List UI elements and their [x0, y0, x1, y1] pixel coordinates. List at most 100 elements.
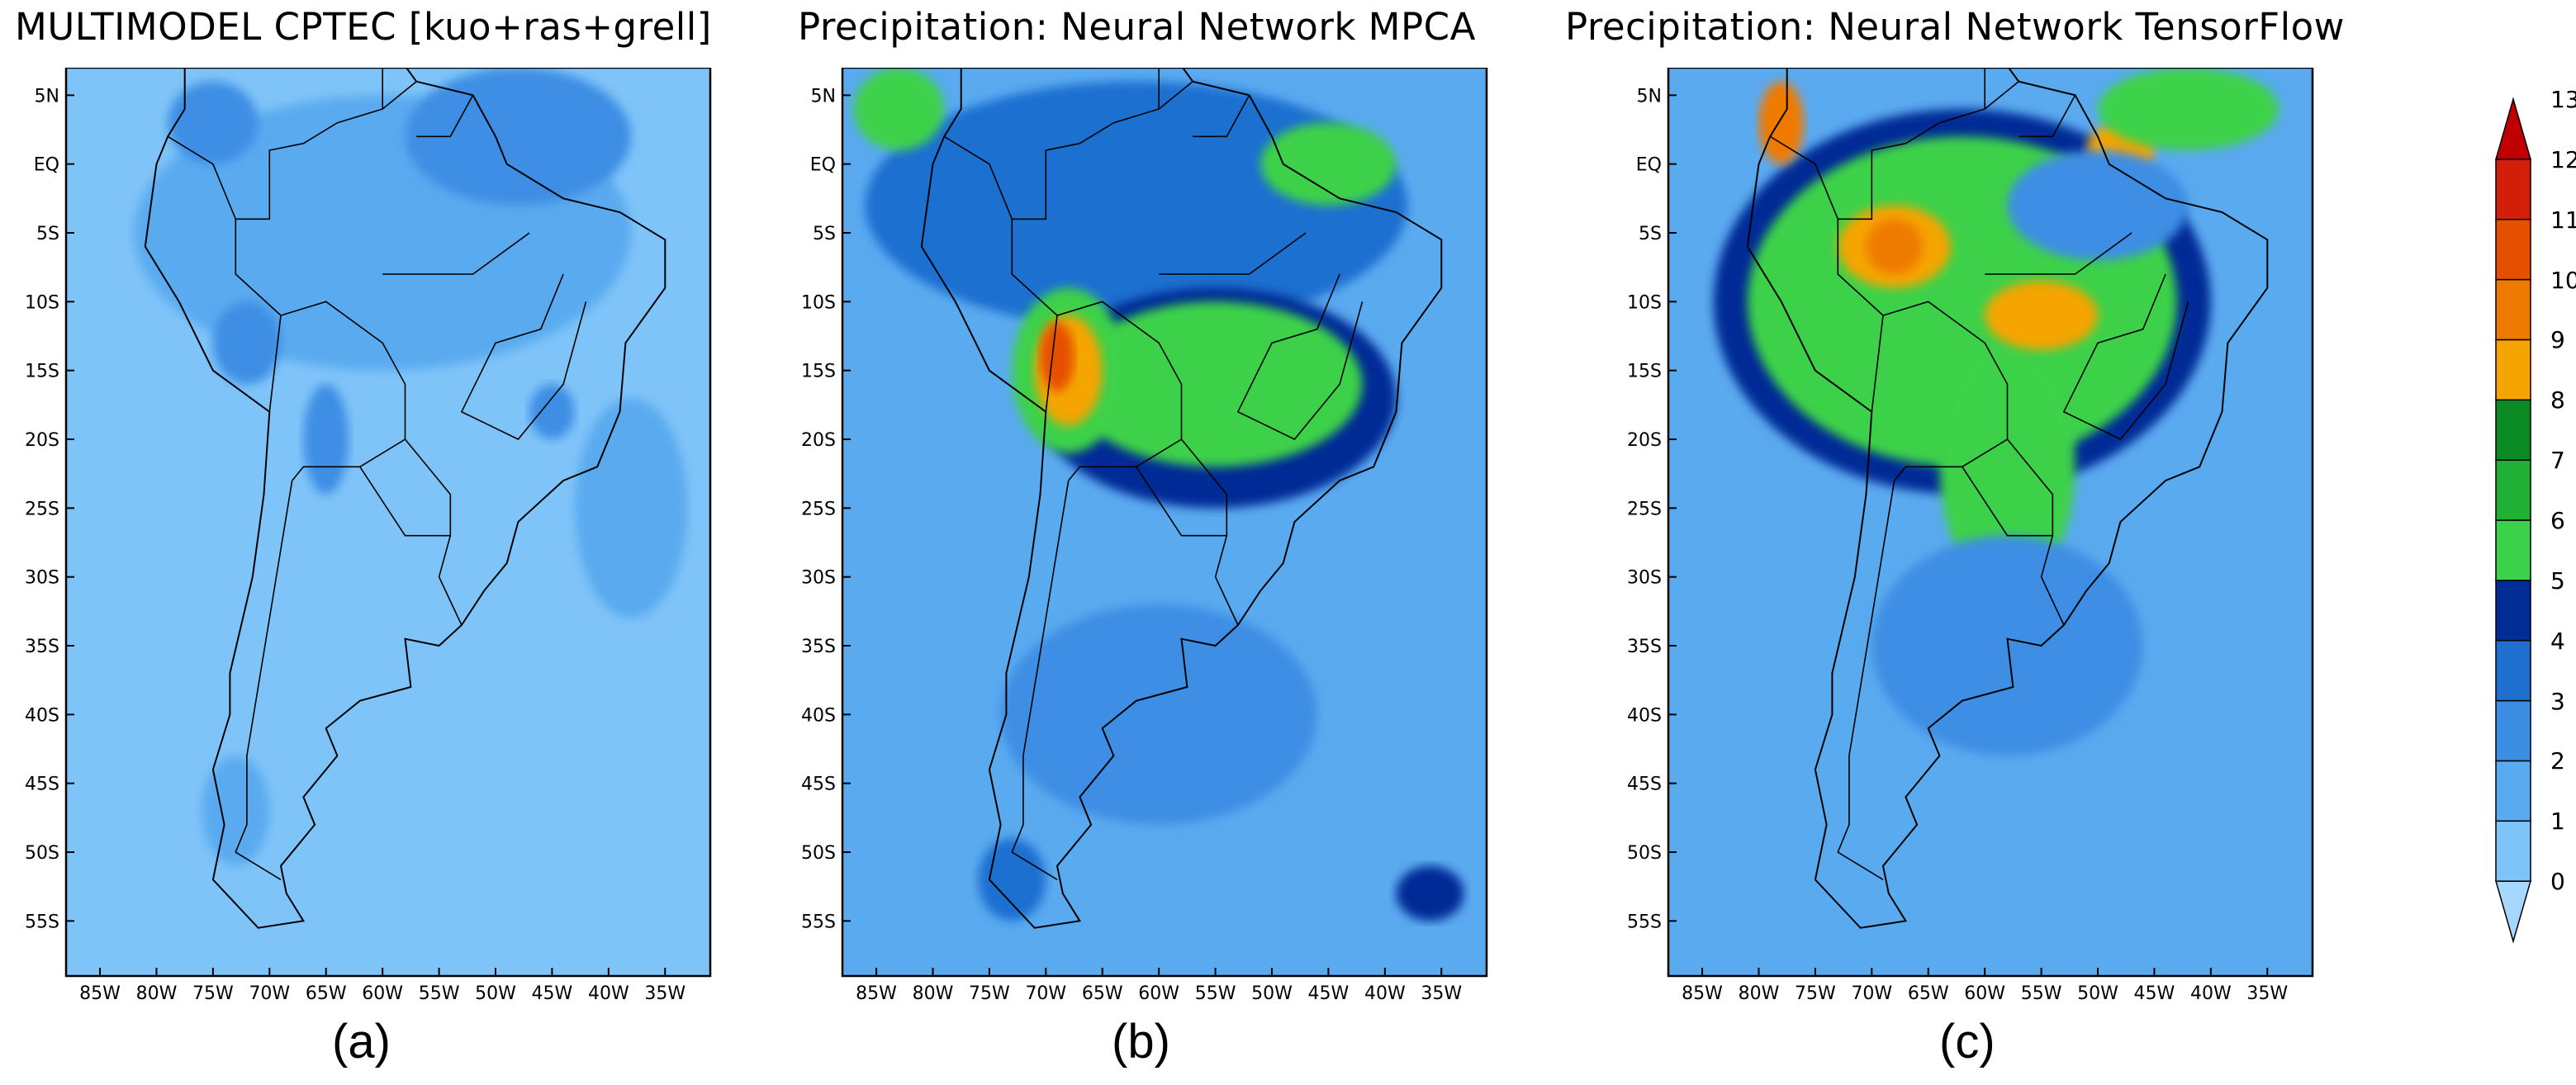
colorbar-label: 5	[2550, 566, 2565, 595]
lon-label: 65W	[1082, 983, 1123, 1001]
colorbar-swatch	[2495, 699, 2531, 762]
lat-label: 35S	[25, 637, 59, 657]
lat-label: 10S	[1627, 292, 1662, 313]
colorbar-label: 2	[2550, 747, 2565, 775]
colorbar-swatch	[2495, 580, 2531, 642]
caption-c: (c)	[1939, 1015, 1995, 1068]
lat-label: EQ	[1636, 155, 1662, 176]
country-border	[1984, 81, 2019, 110]
caption-a: (a)	[332, 1015, 391, 1068]
lat-label: 20S	[1627, 430, 1662, 451]
country-border	[1882, 301, 2009, 481]
country-border	[2040, 535, 2065, 626]
country-border	[438, 535, 463, 626]
caption-b: (b)	[1112, 1015, 1170, 1068]
colorbar-swatch	[2495, 639, 2531, 702]
precip-region	[168, 81, 259, 164]
lon-label: 75W	[1795, 983, 1836, 1001]
precip-region	[202, 756, 270, 866]
lon-label: 85W	[79, 983, 121, 1001]
lon-label: 65W	[1908, 983, 1949, 1001]
lat-label: 45S	[1627, 775, 1662, 795]
lat-label: 55S	[1627, 912, 1662, 932]
lat-label: 50S	[801, 843, 836, 864]
map-frame	[841, 68, 1488, 978]
precip-region	[865, 81, 1408, 329]
lon-label: 60W	[1138, 983, 1179, 1001]
lon-label: 80W	[1739, 983, 1780, 1001]
lat-label: 40S	[1627, 705, 1662, 726]
lat-label: 5S	[813, 224, 836, 244]
map-svg: 5N EQ 5S 10S 15S 20S 25S 30S 35S 40S 45S 50S 55S 85W 8…	[1627, 68, 2314, 1001]
precip-region	[1040, 322, 1075, 391]
map-frame	[64, 68, 712, 978]
lon-label: 55W	[2021, 983, 2062, 1001]
lon-label: 80W	[913, 983, 954, 1001]
country-border	[1159, 232, 1307, 275]
lat-label: 20S	[25, 430, 59, 451]
lat-label: 25S	[801, 499, 836, 519]
lat-label: 20S	[801, 430, 836, 451]
map-frame	[1667, 68, 2314, 978]
country-border	[235, 68, 383, 412]
precip-region	[1068, 301, 1363, 467]
colorbar-swatch	[2495, 760, 2531, 822]
precip-region	[2007, 150, 2189, 261]
precip-region	[1866, 219, 1923, 274]
country-border	[1011, 480, 1070, 880]
lat-label: 35S	[1627, 637, 1662, 657]
lon-label: 50W	[2077, 983, 2118, 1001]
lat-label: 45S	[25, 775, 59, 795]
lon-label: 50W	[475, 983, 516, 1001]
colorbar-label: 1	[2550, 808, 2565, 836]
country-border	[2019, 94, 2076, 138]
lat-label: 40S	[801, 705, 836, 726]
precip-region	[1758, 81, 1805, 164]
colorbar-swatch	[2495, 159, 2531, 220]
precip-region	[405, 68, 632, 206]
lat-label: 10S	[25, 292, 59, 313]
lon-label: 45W	[532, 983, 573, 1001]
lat-label: 30S	[801, 568, 836, 589]
lon-label: 55W	[1195, 983, 1236, 1001]
lon-label: 85W	[856, 983, 897, 1001]
lat-label: 45S	[801, 775, 836, 795]
lat-label: 5S	[36, 224, 59, 244]
lon-label: 40W	[2190, 983, 2232, 1001]
precip-region	[2098, 68, 2279, 150]
lon-label: 50W	[1251, 983, 1293, 1001]
colorbar-label: 13	[2550, 86, 2576, 113]
country-border	[1193, 94, 1250, 138]
precip-region	[1396, 865, 1464, 922]
colorbar-swatch	[2495, 519, 2531, 581]
lat-label: EQ	[34, 155, 59, 176]
country-border	[382, 232, 530, 275]
colorbar-swatch	[2495, 218, 2531, 281]
colorbar-swatch	[2495, 399, 2531, 461]
lon-label: 40W	[588, 983, 629, 1001]
lon-label: 60W	[362, 983, 403, 1001]
precip-region	[212, 301, 281, 385]
lon-label: 70W	[249, 983, 290, 1001]
lon-label: 55W	[419, 983, 460, 1001]
lat-label: 10S	[801, 292, 836, 313]
precip-region	[574, 398, 688, 618]
country-border	[1056, 301, 1183, 481]
lat-label: 30S	[1627, 568, 1662, 589]
lat-label: 15S	[801, 362, 836, 382]
colorbar-swatch	[2495, 820, 2531, 882]
country-border	[943, 135, 1013, 220]
colorbar-label: 6	[2550, 507, 2565, 534]
colorbar-swatch	[2495, 278, 2531, 341]
country-border	[1158, 81, 1193, 110]
precip-region	[529, 384, 575, 439]
south-america-coastline	[1746, 68, 2269, 929]
country-border	[235, 480, 293, 880]
lon-label: 35W	[2246, 983, 2288, 1001]
lon-label: 65W	[306, 983, 347, 1001]
panel-c-title: Precipitation: Neural Network TensorFlow	[1565, 5, 2345, 49]
lat-label: 15S	[1627, 362, 1662, 382]
colorbar-label: 11	[2550, 206, 2576, 234]
south-america-coastline	[144, 68, 667, 929]
country-border	[1962, 438, 2054, 537]
